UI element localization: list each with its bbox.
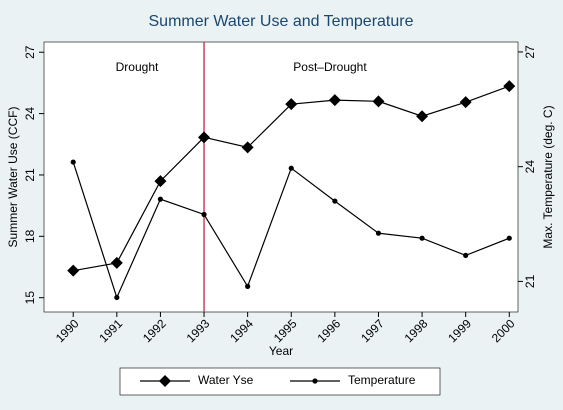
- annotation: Post–Drought: [293, 60, 367, 74]
- y2-tick-label: 24: [523, 160, 537, 174]
- marker: [416, 110, 429, 123]
- marker: [419, 235, 425, 241]
- y-tick-label: 24: [23, 107, 37, 121]
- y-tick-label: 21: [23, 168, 37, 182]
- x-axis-label: Year: [269, 344, 293, 358]
- marker: [503, 80, 516, 93]
- marker: [157, 196, 164, 202]
- legend-label: Temperature: [348, 373, 416, 387]
- legend-label: Water Yse: [198, 373, 254, 387]
- marker: [114, 294, 120, 301]
- chart-title: Summer Water Use and Temperature: [149, 13, 414, 30]
- y-tick-label: 15: [23, 291, 37, 305]
- y-axis-label: Summer Water Use (CCF): [6, 107, 20, 248]
- marker: [463, 252, 469, 258]
- plot-area: [43, 41, 519, 313]
- marker: [506, 235, 512, 241]
- marker: [372, 95, 385, 108]
- marker: [312, 378, 318, 384]
- marker: [375, 230, 382, 236]
- marker: [459, 96, 472, 109]
- marker: [201, 211, 207, 218]
- marker: [241, 141, 254, 154]
- marker: [159, 375, 171, 387]
- y2-axis-label: Max. Temperature (deg. C): [541, 105, 555, 248]
- marker: [288, 165, 294, 171]
- marker: [328, 94, 341, 107]
- marker: [67, 264, 80, 277]
- y-tick-label: 18: [23, 229, 37, 243]
- marker: [285, 98, 298, 111]
- y-tick-label: 27: [23, 45, 37, 59]
- marker: [154, 175, 167, 188]
- marker: [70, 159, 76, 165]
- marker: [245, 283, 251, 289]
- marker: [198, 131, 211, 144]
- annotation: Drought: [116, 60, 159, 74]
- marker: [110, 256, 123, 269]
- y2-tick-label: 27: [523, 45, 537, 59]
- marker: [332, 198, 338, 204]
- y2-tick-label: 21: [523, 274, 537, 288]
